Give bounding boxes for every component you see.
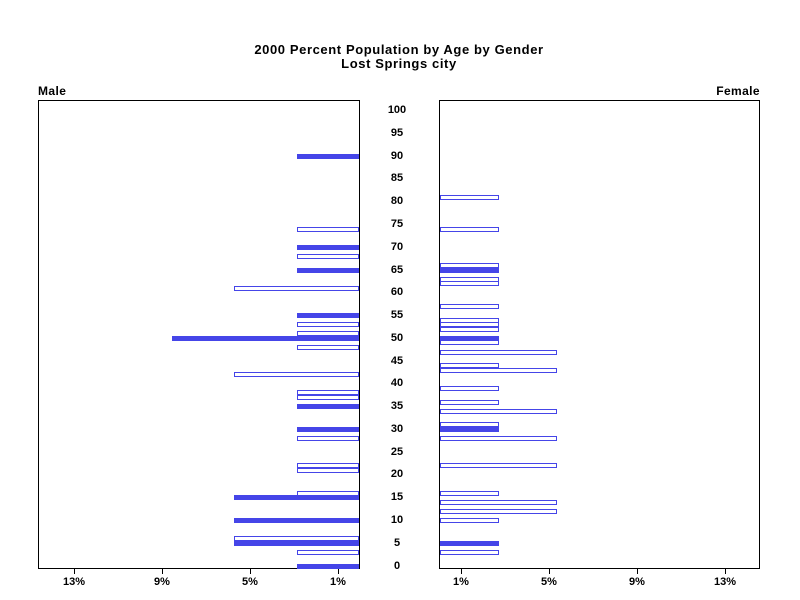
female-axis-tick-1: [461, 569, 462, 574]
female-panel-label: Female: [716, 84, 760, 98]
male-panel-label: Male: [38, 84, 67, 98]
female-bar-age-49: [440, 340, 499, 345]
female-bar-age-22: [440, 463, 557, 468]
female-bar-age-57: [440, 304, 499, 309]
age-axis-tick-label-45: 45: [390, 355, 404, 367]
age-axis-tick-label-15: 15: [390, 491, 404, 503]
age-axis-tick-label-85: 85: [390, 172, 404, 184]
female-bar-age-44: [440, 363, 499, 368]
female-bar-age-3: [440, 550, 499, 555]
male-bar-age-22: [297, 463, 359, 468]
male-axis-tick-label-9: 9%: [154, 576, 170, 588]
age-axis-tick-label-10: 10: [390, 514, 404, 526]
male-bar-age-15: [234, 495, 359, 500]
male-bar-age-35: [297, 404, 359, 409]
female-bar-age-81: [440, 195, 499, 200]
female-bar-age-14: [440, 500, 557, 505]
female-axis-tick-label-9: 9%: [629, 576, 645, 588]
male-bar-age-50: [172, 336, 359, 341]
age-axis-tick-label-95: 95: [390, 127, 404, 139]
female-bar-age-31: [440, 422, 499, 427]
female-axis-tick-13: [725, 569, 726, 574]
chart-subtitle: Lost Springs city: [341, 56, 457, 71]
age-axis-tick-label-35: 35: [390, 400, 404, 412]
female-bar-age-5: [440, 541, 499, 546]
male-bar-age-21: [297, 468, 359, 473]
chart-title: 2000 Percent Population by Age by Gender: [254, 42, 544, 57]
male-bar-age-53: [297, 322, 359, 327]
age-axis-tick-label-5: 5: [393, 537, 401, 549]
female-bar-age-28: [440, 436, 557, 441]
female-bar-age-10: [440, 518, 499, 523]
female-bar-age-53: [440, 322, 499, 327]
female-bar-age-12: [440, 509, 557, 514]
female-bar-age-16: [440, 491, 499, 496]
age-axis-tick-label-100: 100: [387, 104, 407, 116]
female-bar-age-66: [440, 263, 499, 268]
age-axis-tick-label-55: 55: [390, 309, 404, 321]
male-bar-age-90: [297, 154, 359, 159]
age-axis-tick-label-20: 20: [390, 468, 404, 480]
male-axis-tick-13: [74, 569, 75, 574]
male-bar-age-37: [297, 395, 359, 400]
age-axis-tick-label-90: 90: [390, 150, 404, 162]
male-bar-age-38: [297, 390, 359, 395]
male-bar-age-10: [234, 518, 359, 523]
female-bar-age-52: [440, 327, 499, 332]
male-axis-tick-9: [162, 569, 163, 574]
male-bar-age-30: [297, 427, 359, 432]
male-bar-age-42: [234, 372, 359, 377]
male-bar-age-5: [234, 541, 359, 546]
male-bar-age-3: [297, 550, 359, 555]
female-bar-age-65: [440, 268, 499, 273]
age-axis-tick-label-80: 80: [390, 195, 404, 207]
female-bar-age-74: [440, 227, 499, 232]
age-axis-tick-label-65: 65: [390, 264, 404, 276]
male-axis-tick-1: [338, 569, 339, 574]
male-bar-age-68: [297, 254, 359, 259]
age-axis-tick-label-75: 75: [390, 218, 404, 230]
age-axis-tick-label-60: 60: [390, 286, 404, 298]
male-axis-tick-label-13: 13%: [62, 576, 86, 588]
male-bar-age-55: [297, 313, 359, 318]
male-bar-age-48: [297, 345, 359, 350]
male-bar-age-0: [297, 564, 359, 569]
male-bar-age-65: [297, 268, 359, 273]
female-bar-age-30: [440, 427, 499, 432]
male-axis-tick-label-5: 5%: [242, 576, 258, 588]
female-bar-age-36: [440, 400, 499, 405]
age-axis-tick-label-40: 40: [390, 377, 404, 389]
female-axis-tick-label-5: 5%: [541, 576, 557, 588]
female-bar-age-43: [440, 368, 557, 373]
male-bar-age-74: [297, 227, 359, 232]
age-axis-tick-label-25: 25: [390, 446, 404, 458]
male-bar-age-61: [234, 286, 359, 291]
female-axis-tick-9: [637, 569, 638, 574]
female-axis-tick-label-13: 13%: [713, 576, 737, 588]
male-axis-tick-label-1: 1%: [330, 576, 346, 588]
female-bar-age-39: [440, 386, 499, 391]
female-bar-age-62: [440, 281, 499, 286]
male-axis-tick-5: [250, 569, 251, 574]
age-axis-tick-label-30: 30: [390, 423, 404, 435]
male-bar-age-6: [234, 536, 359, 541]
age-axis-tick-label-50: 50: [390, 332, 404, 344]
age-axis-tick-label-0: 0: [393, 560, 401, 572]
female-bar-age-34: [440, 409, 557, 414]
female-axis-tick-5: [549, 569, 550, 574]
male-bar-age-70: [297, 245, 359, 250]
male-bar-age-28: [297, 436, 359, 441]
age-axis-tick-label-70: 70: [390, 241, 404, 253]
female-bar-age-47: [440, 350, 557, 355]
female-panel-plot-area: [439, 100, 760, 569]
male-bar-age-51: [297, 331, 359, 336]
female-axis-tick-label-1: 1%: [453, 576, 469, 588]
